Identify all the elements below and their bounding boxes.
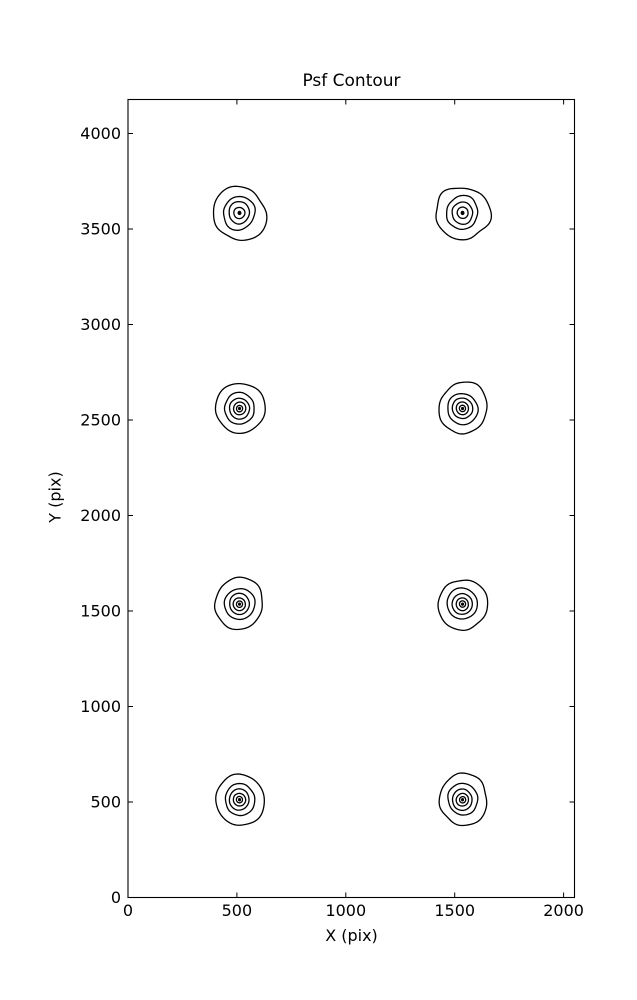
- contour-ring: [451, 201, 474, 225]
- contour-ring: [233, 206, 246, 220]
- y-tick-label: 1500: [80, 601, 121, 620]
- contour-ring: [212, 185, 268, 242]
- contour-ring: [446, 587, 479, 620]
- contour-ring: [447, 782, 479, 816]
- contour-ring: [445, 194, 479, 231]
- y-tick-label: 2500: [80, 410, 121, 429]
- contour-ring: [214, 382, 266, 435]
- contour-peak-dot: [238, 798, 242, 802]
- y-tick-label: 1000: [80, 697, 121, 716]
- contour-ring: [458, 404, 467, 413]
- contour-ring: [232, 792, 247, 807]
- contour-ring: [213, 576, 263, 631]
- contour-ring: [224, 782, 256, 817]
- contour-ring: [447, 393, 479, 426]
- contour-ring: [458, 795, 467, 804]
- contour-peak-dot: [460, 210, 465, 216]
- contour-peak-dot: [237, 210, 242, 216]
- y-tick-label: 0: [111, 888, 121, 907]
- contour-peak-dot: [461, 798, 465, 802]
- contour-ring: [455, 597, 469, 612]
- contour-peak-dot: [238, 406, 242, 411]
- y-tick-label: 3500: [80, 219, 121, 238]
- contour-ring: [228, 397, 251, 420]
- contour-ring: [232, 401, 247, 416]
- contour-ring: [455, 792, 470, 807]
- y-tick-label: 3000: [80, 315, 121, 334]
- x-tick-label: 0: [123, 901, 133, 920]
- contour-ring: [222, 195, 256, 231]
- contour-peak-dot: [461, 406, 465, 411]
- contour-peak-dot: [238, 602, 242, 606]
- contour-ring: [451, 788, 473, 812]
- contour-peak-dot: [461, 602, 465, 606]
- contour-ring: [235, 404, 244, 413]
- y-tick-label: 2000: [80, 506, 121, 525]
- contour-ring: [235, 795, 244, 804]
- contour-ring: [435, 187, 493, 241]
- contour-ring: [438, 772, 488, 827]
- x-tick-label: 500: [222, 901, 253, 920]
- plot-title: Psf Contour: [302, 71, 401, 91]
- x-tick-label: 1000: [325, 901, 366, 920]
- contour-ring: [451, 397, 474, 420]
- contour-ring: [437, 579, 489, 631]
- contour-ring: [228, 201, 251, 225]
- contour-ring: [229, 592, 251, 616]
- contour-ring: [458, 600, 467, 608]
- contour-ring: [235, 600, 244, 609]
- contour-ring: [232, 597, 246, 612]
- x-tick-label: 2000: [543, 901, 584, 920]
- contour-ring: [456, 206, 469, 220]
- x-axis-label: X (pix): [325, 926, 378, 945]
- contour-ring: [455, 401, 470, 416]
- contour-ring: [228, 788, 250, 811]
- contour-ring: [223, 391, 255, 425]
- plot-frame: [127, 98, 576, 899]
- y-tick-label: 500: [90, 792, 121, 811]
- x-tick-label: 1500: [434, 901, 475, 920]
- contour-ring: [223, 588, 256, 621]
- y-tick-label: 4000: [80, 124, 121, 143]
- contour-ring: [438, 381, 488, 435]
- contour-ring: [215, 773, 265, 826]
- contour-ring: [451, 592, 473, 615]
